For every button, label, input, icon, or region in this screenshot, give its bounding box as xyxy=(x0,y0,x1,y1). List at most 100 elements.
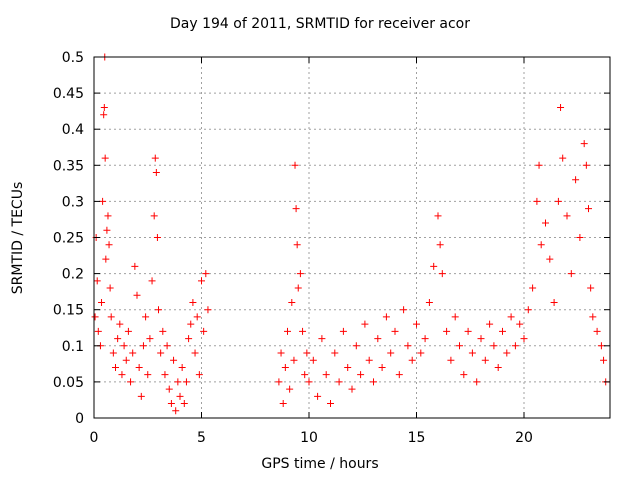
data-point xyxy=(580,140,588,148)
data-point xyxy=(180,400,188,408)
data-point xyxy=(107,313,115,321)
data-point xyxy=(352,342,360,350)
data-point xyxy=(131,262,139,270)
data-point xyxy=(93,277,101,285)
data-point xyxy=(391,327,399,335)
data-point xyxy=(151,154,159,162)
data-point xyxy=(191,349,199,357)
data-point xyxy=(100,111,108,119)
data-point xyxy=(99,197,107,205)
data-point xyxy=(281,363,289,371)
data-point xyxy=(165,385,173,393)
data-point xyxy=(101,154,109,162)
y-tick-label: 0.1 xyxy=(62,339,84,355)
data-point xyxy=(314,392,322,400)
data-point xyxy=(288,298,296,306)
data-point xyxy=(507,313,515,321)
data-point xyxy=(98,298,106,306)
data-point xyxy=(144,371,152,379)
data-point xyxy=(408,356,416,364)
data-point xyxy=(122,356,130,364)
data-point xyxy=(404,342,412,350)
data-point xyxy=(114,335,122,343)
data-point xyxy=(357,371,365,379)
data-point xyxy=(279,400,287,408)
chart-title: Day 194 of 2011, SRMTID for receiver aco… xyxy=(169,16,470,32)
data-point xyxy=(567,270,575,278)
x-tick-label: 10 xyxy=(300,430,318,446)
data-point xyxy=(511,342,519,350)
data-point xyxy=(576,234,584,241)
data-point xyxy=(477,335,485,343)
data-point xyxy=(305,378,313,386)
x-tick-label: 5 xyxy=(197,430,206,446)
data-point xyxy=(318,335,326,343)
data-point xyxy=(597,342,605,350)
y-tick-label: 0.05 xyxy=(53,375,84,391)
data-point xyxy=(109,349,117,357)
tick-label-layer: 0 0.05 0.1 0.15 0.2 0.25 0.3 0.35 0.4 0.45 0.5 0 5 10… xyxy=(53,50,533,446)
data-point xyxy=(503,349,511,357)
data-point xyxy=(200,327,208,335)
x-tick-label: 0 xyxy=(90,430,99,446)
data-point xyxy=(516,320,524,328)
data-point xyxy=(102,255,110,263)
y-tick-label: 0.35 xyxy=(53,158,84,174)
data-point xyxy=(103,226,111,234)
data-point xyxy=(554,197,562,205)
data-point xyxy=(486,320,494,328)
y-tick-label: 0.45 xyxy=(53,86,84,102)
data-point xyxy=(417,349,425,357)
data-point xyxy=(395,371,403,379)
data-point xyxy=(176,392,184,400)
data-point xyxy=(185,335,193,343)
data-point xyxy=(370,378,377,386)
data-point xyxy=(582,161,590,169)
points-layer xyxy=(91,53,610,415)
data-point xyxy=(202,270,210,278)
data-point xyxy=(361,320,369,328)
y-tick-label: 0.15 xyxy=(53,303,84,319)
data-point xyxy=(387,349,395,357)
data-point xyxy=(563,212,571,220)
data-point xyxy=(460,371,468,379)
data-point xyxy=(348,385,356,393)
data-point xyxy=(127,378,135,386)
data-point xyxy=(542,219,549,227)
data-point xyxy=(91,313,99,321)
data-point xyxy=(161,371,169,379)
data-point xyxy=(146,335,154,343)
data-point xyxy=(104,212,112,220)
data-point xyxy=(204,306,212,314)
data-point xyxy=(292,205,300,213)
data-point xyxy=(152,169,160,177)
data-point xyxy=(174,378,182,386)
y-tick-label: 0.5 xyxy=(62,50,84,66)
data-point xyxy=(559,154,567,162)
data-point xyxy=(365,356,373,364)
data-point xyxy=(430,262,438,270)
data-point xyxy=(124,327,132,335)
data-point xyxy=(374,335,382,343)
data-point xyxy=(105,241,113,249)
data-point xyxy=(133,291,141,299)
data-point xyxy=(451,313,459,321)
data-point xyxy=(301,371,309,379)
data-point xyxy=(413,320,420,328)
data-point xyxy=(456,342,463,350)
data-point xyxy=(150,212,158,220)
data-point xyxy=(106,284,114,292)
data-point xyxy=(335,378,343,386)
data-point xyxy=(443,327,451,335)
data-point xyxy=(293,241,301,249)
data-point xyxy=(94,327,102,335)
data-point xyxy=(148,277,156,285)
data-point xyxy=(464,327,472,335)
data-point xyxy=(137,392,145,400)
data-point xyxy=(135,363,143,371)
data-point xyxy=(172,407,180,415)
y-tick-label: 0.4 xyxy=(62,122,84,138)
data-point xyxy=(296,270,304,278)
data-point xyxy=(286,385,294,393)
